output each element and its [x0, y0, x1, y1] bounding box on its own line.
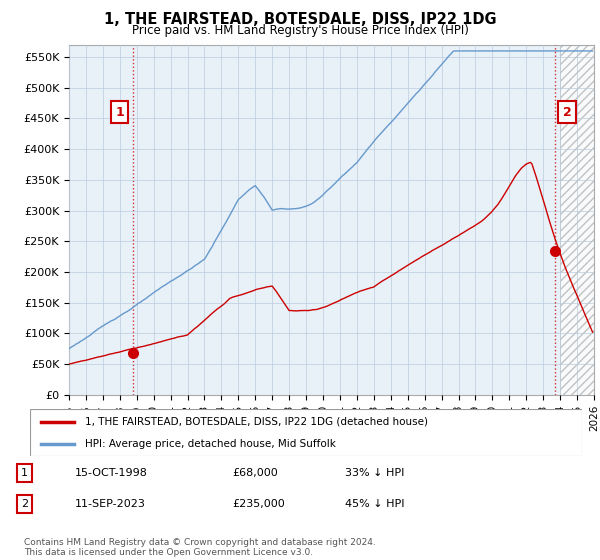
Text: £68,000: £68,000 — [232, 468, 278, 478]
Text: £235,000: £235,000 — [232, 500, 285, 509]
Text: Price paid vs. HM Land Registry's House Price Index (HPI): Price paid vs. HM Land Registry's House … — [131, 24, 469, 36]
Text: 2: 2 — [21, 500, 28, 509]
Bar — [560, 45, 594, 395]
Text: 1, THE FAIRSTEAD, BOTESDALE, DISS, IP22 1DG (detached house): 1, THE FAIRSTEAD, BOTESDALE, DISS, IP22 … — [85, 417, 428, 427]
Text: 1: 1 — [21, 468, 28, 478]
Text: 1, THE FAIRSTEAD, BOTESDALE, DISS, IP22 1DG: 1, THE FAIRSTEAD, BOTESDALE, DISS, IP22 … — [104, 12, 496, 27]
Text: 45% ↓ HPI: 45% ↓ HPI — [345, 500, 404, 509]
Text: Contains HM Land Registry data © Crown copyright and database right 2024.
This d: Contains HM Land Registry data © Crown c… — [24, 538, 376, 557]
Text: 11-SEP-2023: 11-SEP-2023 — [74, 500, 145, 509]
Text: 1: 1 — [115, 106, 124, 119]
Text: 33% ↓ HPI: 33% ↓ HPI — [345, 468, 404, 478]
Text: HPI: Average price, detached house, Mid Suffolk: HPI: Average price, detached house, Mid … — [85, 438, 336, 449]
Text: 15-OCT-1998: 15-OCT-1998 — [74, 468, 147, 478]
Text: 2: 2 — [563, 106, 571, 119]
